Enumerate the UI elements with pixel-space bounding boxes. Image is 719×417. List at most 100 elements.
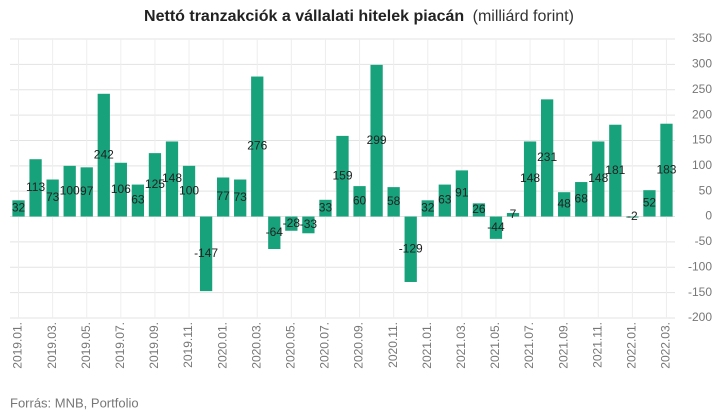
bar [148, 153, 162, 217]
x-tick-label: 2019.03. [45, 322, 59, 369]
y-tick-label: -100 [688, 259, 712, 273]
chart-subtitle: (milliárd forint) [473, 8, 574, 25]
x-tick-label: 2020.01. [215, 322, 229, 369]
data-label: -28 [283, 216, 301, 230]
bar [609, 124, 622, 217]
bar [29, 159, 42, 217]
x-tick-label: 2019.05. [79, 322, 93, 369]
y-tick-label: 150 [692, 133, 712, 147]
data-label: -33 [300, 217, 318, 231]
x-tick-label: 2020.03. [249, 322, 263, 369]
bar [336, 135, 349, 217]
data-label: 148 [162, 171, 182, 185]
data-label: -44 [487, 220, 505, 234]
bar [114, 162, 127, 217]
bar [80, 167, 93, 217]
data-label: 91 [455, 186, 469, 200]
data-label: 100 [179, 183, 199, 197]
y-tick-label: -150 [688, 285, 712, 299]
bar [438, 184, 451, 217]
x-tick-label: 2021.01. [420, 322, 434, 369]
data-label: 148 [520, 171, 540, 185]
x-tick-label: 2019.11. [181, 322, 195, 368]
data-label: 32 [12, 201, 26, 215]
bar [217, 177, 230, 217]
y-tick-label: 200 [692, 107, 712, 121]
data-label: 60 [353, 193, 367, 207]
data-label: 73 [234, 190, 248, 204]
x-tick-label: 2021.07. [522, 322, 536, 369]
x-tick-label: 2020.09. [352, 322, 366, 369]
bar [199, 216, 213, 292]
x-tick-label: 2020.05. [284, 322, 298, 369]
chart-title: Nettó tranzakciók a vállalati hitelek pi… [144, 8, 464, 25]
data-label: -64 [266, 225, 284, 239]
bar [506, 212, 520, 217]
x-tick-label: 2021.09. [556, 322, 570, 369]
bar [46, 179, 59, 217]
bar [63, 165, 76, 217]
data-label: 68 [575, 191, 589, 205]
bar [387, 187, 400, 217]
data-label: 183 [656, 162, 676, 176]
data-label: -2 [627, 209, 638, 223]
bar [285, 216, 298, 231]
data-label: 32 [421, 201, 435, 215]
data-label: 125 [145, 177, 165, 191]
data-label: 231 [537, 150, 557, 164]
data-label: 52 [643, 196, 657, 210]
data-label: 26 [472, 202, 486, 216]
data-label: 113 [26, 180, 45, 194]
bar [643, 190, 656, 217]
bar [12, 200, 25, 217]
data-label: 58 [387, 194, 401, 208]
data-label: 7 [510, 207, 517, 221]
bar [660, 123, 673, 217]
y-tick-label: -50 [695, 234, 713, 248]
bar [165, 141, 179, 217]
data-label: 77 [216, 189, 230, 203]
bar [234, 179, 247, 217]
data-label: 242 [94, 147, 114, 161]
data-label: 181 [605, 163, 625, 177]
data-label: 97 [80, 184, 94, 198]
bar [575, 182, 588, 217]
y-tick-label: 50 [699, 183, 713, 197]
bar [182, 165, 196, 217]
bar [404, 216, 417, 282]
bar [421, 200, 434, 217]
bar [472, 203, 486, 217]
bar [558, 192, 571, 217]
bar [489, 216, 503, 239]
data-label: 276 [247, 139, 267, 153]
chart-heading: Nettó tranzakciók a vállalati hitelek pi… [144, 8, 574, 25]
x-tick-label: 2020.11. [386, 322, 400, 368]
x-tick-label: 2021.11. [590, 322, 604, 368]
y-tick-label: 350 [692, 31, 712, 45]
data-label: 299 [367, 133, 387, 147]
y-tick-label: 300 [692, 57, 712, 71]
x-tick-label: 2021.05. [488, 322, 502, 369]
y-tick-label: 0 [705, 209, 712, 223]
x-tick-label: 2019.09. [147, 322, 161, 369]
data-label: 48 [557, 197, 571, 211]
bar [626, 216, 639, 218]
bar [370, 64, 383, 217]
data-label: 73 [46, 190, 60, 204]
y-tick-label: 250 [692, 82, 712, 96]
y-tick-label: -200 [688, 310, 712, 324]
data-label: 63 [131, 193, 145, 207]
bar [523, 141, 537, 217]
x-tick-label: 2021.03. [454, 322, 468, 369]
bar [268, 216, 281, 250]
bar [353, 186, 366, 217]
data-label: 106 [111, 182, 131, 196]
source-note: Forrás: MNB, Portfolio [10, 395, 139, 410]
x-tick-label: 2020.07. [318, 322, 332, 369]
data-label: 159 [332, 168, 352, 182]
x-tick-label: 2019.01. [11, 322, 25, 369]
data-label: 33 [319, 200, 333, 214]
x-tick-label: 2022.01. [625, 322, 639, 369]
data-label: 100 [60, 183, 80, 197]
